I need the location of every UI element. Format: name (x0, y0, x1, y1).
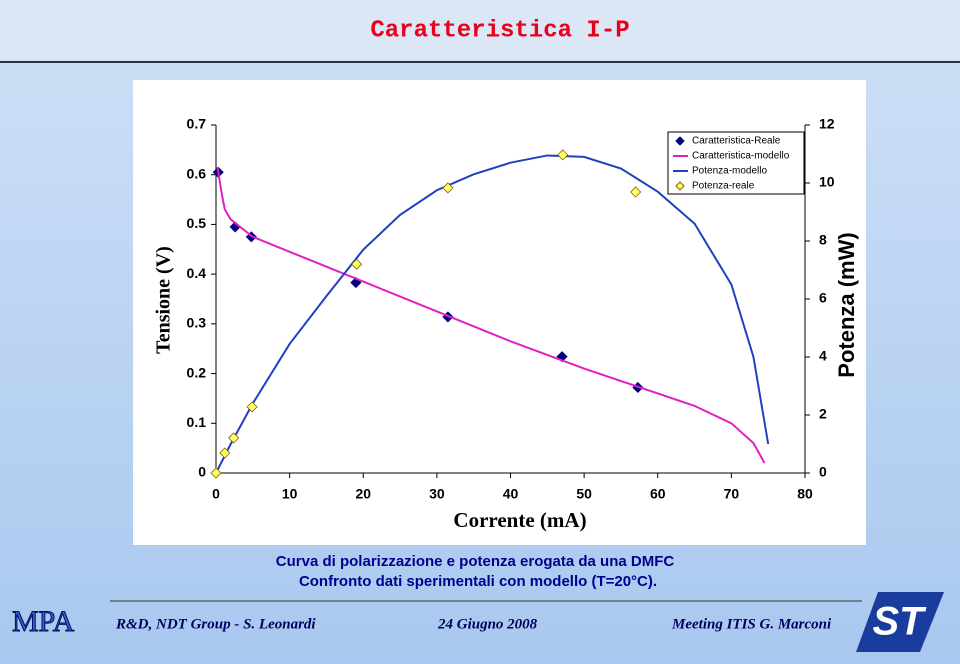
footer-event: Meeting ITIS G. Marconi (671, 616, 832, 632)
y-tick-label: 0.7 (187, 116, 207, 132)
y2-tick-label: 10 (819, 174, 835, 190)
y2-tick-label: 6 (819, 290, 827, 306)
y2-tick-label: 8 (819, 232, 827, 248)
y-tick-label: 0.1 (187, 414, 207, 430)
y2-tick-label: 2 (819, 406, 827, 422)
y2-tick-label: 4 (819, 348, 827, 364)
y-tick-label: 0.2 (187, 364, 207, 380)
caption: Curva di polarizzazione e potenza erogat… (276, 553, 675, 570)
header-band (0, 0, 960, 60)
x-tick-label: 0 (212, 486, 220, 502)
data-point (228, 432, 240, 444)
y2-axis-label: Potenza (mW) (834, 232, 859, 377)
series-line (215, 154, 770, 474)
y2-tick-label: 12 (819, 116, 835, 132)
data-point (219, 447, 231, 459)
footer-logo: MPA (12, 605, 75, 638)
y-tick-label: 0 (198, 464, 206, 480)
legend-label: Caratteristica-modello (692, 151, 790, 162)
legend-label: Caratteristica-Reale (692, 136, 781, 147)
svg-text:ST: ST (872, 600, 927, 644)
footer-group: R&D, NDT Group - S. Leonardi (115, 616, 316, 632)
legend-label: Potenza-modello (692, 166, 767, 177)
data-point (351, 258, 363, 270)
x-tick-label: 10 (282, 486, 298, 502)
data-point (442, 182, 454, 194)
x-tick-label: 50 (576, 486, 592, 502)
x-tick-label: 70 (724, 486, 740, 502)
legend-swatch (675, 136, 685, 146)
y-axis-label: Tensione (V) (153, 246, 175, 354)
y-tick-label: 0.6 (187, 165, 207, 181)
y2-tick-label: 0 (819, 464, 827, 480)
legend-box (667, 131, 805, 195)
series-line (216, 167, 766, 464)
x-tick-label: 20 (355, 486, 371, 502)
legend-label: Potenza-reale (692, 181, 755, 192)
x-tick-label: 30 (429, 486, 445, 502)
slide-title: Caratteristica I-P (370, 17, 629, 44)
legend-swatch (675, 181, 685, 191)
caption: Confronto dati sperimentali con modello … (299, 573, 657, 590)
y-tick-label: 0.5 (187, 215, 207, 231)
x-tick-label: 40 (503, 486, 519, 502)
y-tick-label: 0.4 (187, 265, 207, 281)
x-tick-label: 60 (650, 486, 666, 502)
data-point (557, 149, 569, 161)
footer-date: 24 Giugno 2008 (437, 616, 538, 632)
data-point (210, 467, 222, 479)
data-point (630, 186, 642, 198)
data-point (246, 401, 258, 413)
st-logo: ST (856, 592, 944, 652)
x-tick-label: 80 (797, 486, 813, 502)
x-axis-label: Corrente (mA) (453, 508, 586, 532)
y-tick-label: 0.3 (187, 315, 207, 331)
